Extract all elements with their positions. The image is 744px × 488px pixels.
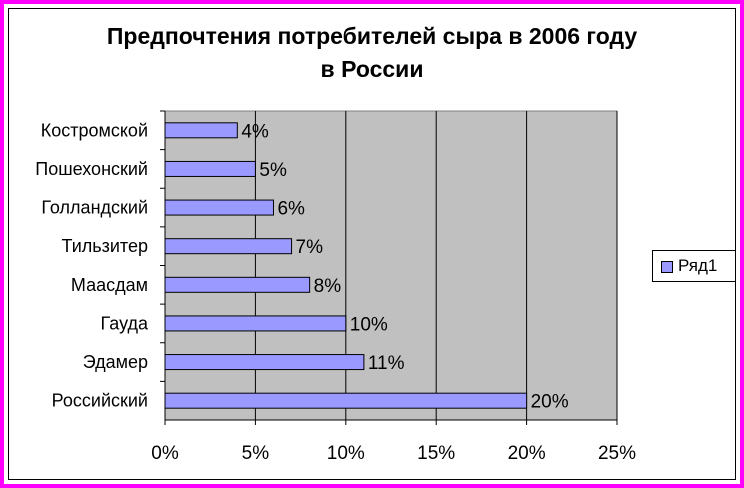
x-tick-label: 25%: [598, 443, 636, 464]
y-tick-label: Костромской: [41, 120, 148, 140]
x-tick-label: 5%: [242, 443, 270, 464]
x-tick-label: 20%: [508, 443, 546, 464]
bar: [164, 392, 528, 409]
y-tick-label: Тильзитер: [61, 236, 148, 256]
legend-label: Ряд1: [678, 256, 718, 275]
bar: [164, 276, 311, 293]
data-label: 11%: [368, 353, 405, 374]
chart-area: [8, 8, 736, 480]
bar: [164, 122, 238, 139]
bar: [164, 199, 274, 216]
data-label: 7%: [296, 237, 324, 258]
legend-swatch: [661, 261, 673, 273]
y-tick-label: Российский: [52, 391, 148, 411]
data-label: 10%: [350, 314, 388, 335]
x-tick-label: 15%: [417, 443, 455, 464]
legend: Ряд1: [652, 250, 736, 282]
y-tick-label: Голландский: [41, 198, 148, 218]
x-tick-label: 0%: [151, 443, 179, 464]
chart-title-line-1: Предпочтения потребителей сыра в 2006 го…: [106, 23, 638, 49]
y-tick-label: Гауда: [101, 313, 149, 333]
x-tick-label: 10%: [327, 443, 365, 464]
bar: [164, 315, 347, 332]
chart-title-line-2: в России: [320, 56, 424, 82]
y-tick-label: Маасдам: [71, 275, 148, 295]
data-label: 4%: [241, 121, 269, 142]
data-label: 5%: [259, 160, 287, 181]
chart-title: Предпочтения потребителей сыра в 2006 го…: [0, 20, 744, 86]
data-label: 8%: [314, 276, 342, 297]
y-tick-label: Пошехонский: [35, 159, 148, 179]
bar: [164, 160, 256, 177]
y-tick-label: Эдамер: [83, 352, 148, 372]
bar: [164, 238, 293, 255]
data-label: 6%: [277, 199, 305, 220]
bar: [164, 354, 365, 371]
data-label: 20%: [531, 392, 569, 413]
